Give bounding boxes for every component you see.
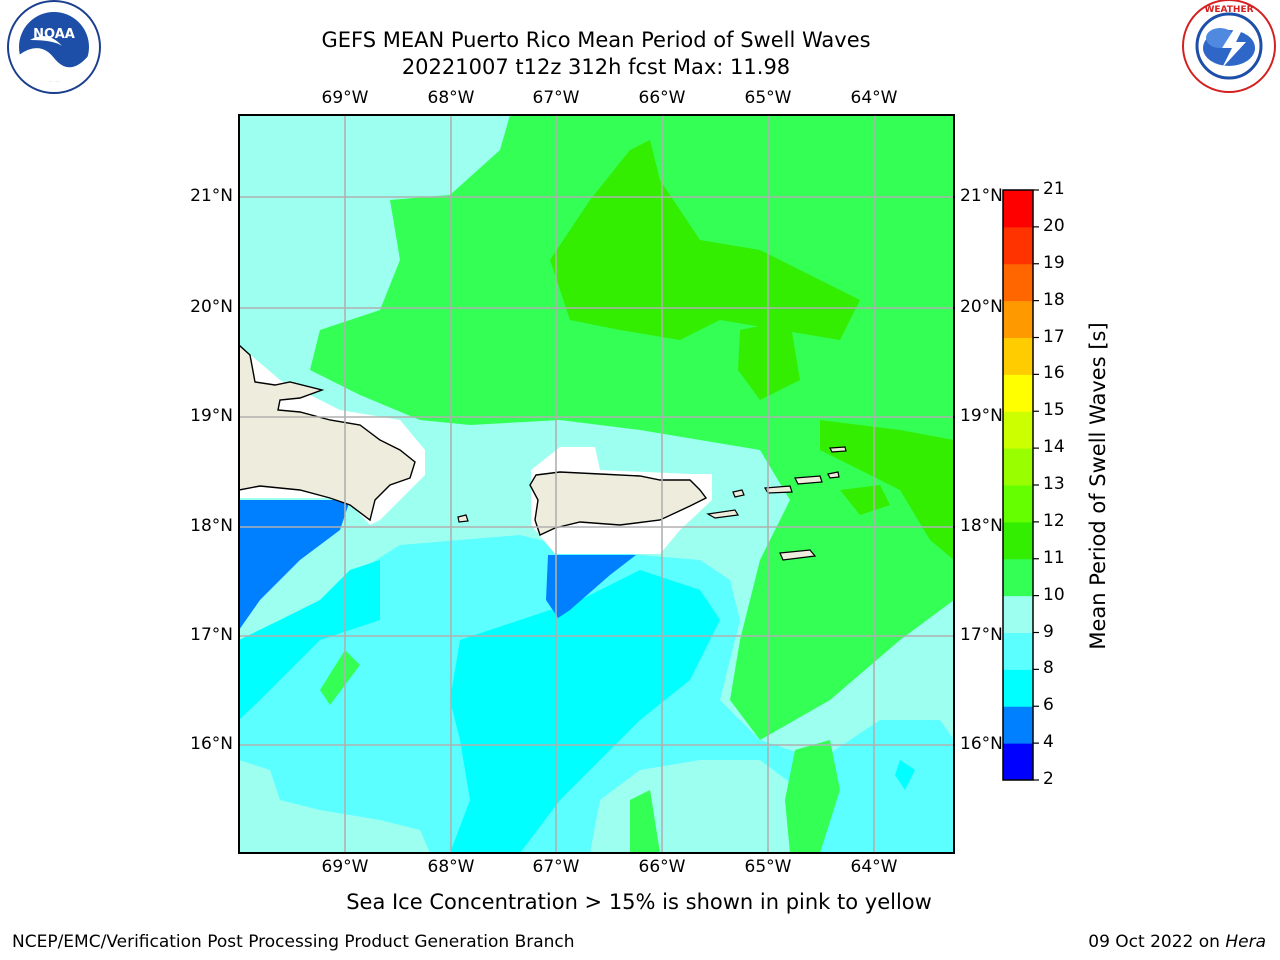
- colorbar-segment: [1003, 558, 1033, 597]
- colorbar-tick-label: 11: [1043, 547, 1065, 568]
- colorbar-tick-label: 16: [1043, 363, 1065, 384]
- colorbar-tick-label: 17: [1043, 326, 1065, 347]
- colorbar-segment: [1003, 411, 1033, 449]
- colorbar-segment: [1003, 190, 1033, 228]
- colorbar-segment: [1003, 374, 1033, 412]
- lat-label-left: 19°N: [190, 406, 233, 426]
- colorbar: [1002, 189, 1039, 781]
- colorbar-segment: [1003, 300, 1033, 338]
- chart-title: GEFS MEAN Puerto Rico Mean Period of Swe…: [321, 28, 871, 52]
- lat-label-right: 17°N: [960, 625, 1003, 645]
- colorbar-tick-label: 21: [1043, 179, 1065, 199]
- colorbar-tick-label: 10: [1043, 584, 1065, 605]
- lat-label-right: 20°N: [960, 297, 1003, 317]
- colorbar-tick-label: 2: [1043, 769, 1054, 789]
- colorbar-segment: [1003, 521, 1033, 560]
- colorbar-segment: [1003, 263, 1033, 302]
- colorbar-segment: [1003, 669, 1033, 707]
- colorbar-segment: [1003, 632, 1033, 670]
- lat-label-left: 20°N: [190, 297, 233, 317]
- lon-label-bottom: 65°W: [744, 857, 792, 877]
- lon-label-top: 68°W: [427, 88, 475, 108]
- lat-label-left: 21°N: [190, 186, 233, 206]
- lon-label-bottom: 68°W: [427, 857, 475, 877]
- lon-label-bottom: 69°W: [321, 857, 369, 877]
- lat-label-right: 19°N: [960, 406, 1003, 426]
- lon-label-top: 69°W: [321, 88, 369, 108]
- colorbar-title: Mean Period of Swell Waves [s]: [1086, 322, 1110, 650]
- colorbar-segment: [1003, 706, 1033, 744]
- lat-label-right: 21°N: [960, 186, 1003, 206]
- lon-label-top: 67°W: [532, 88, 580, 108]
- colorbar-tick-label: 20: [1043, 215, 1065, 236]
- lat-label-left: 16°N: [190, 734, 233, 754]
- footer-branch: NCEP/EMC/Verification Post Processing Pr…: [12, 932, 575, 952]
- lon-label-bottom: 67°W: [532, 857, 580, 877]
- colorbar-segment: [1003, 595, 1033, 633]
- lat-label-left: 17°N: [190, 625, 233, 645]
- graticule: [239, 115, 954, 853]
- footer-machine: Hera: [1225, 932, 1266, 952]
- colorbar-segment: [1003, 226, 1033, 265]
- colorbar-segment: [1003, 743, 1033, 781]
- lat-label-right: 18°N: [960, 516, 1003, 536]
- colorbar-tick-label: 19: [1043, 252, 1065, 273]
- colorbar-tick-label: 15: [1043, 400, 1065, 421]
- colorbar-segment: [1003, 485, 1033, 523]
- chart-subtitle: 20221007 t12z 312h fcst Max: 11.98: [401, 55, 791, 79]
- lon-label-top: 66°W: [638, 88, 686, 108]
- swell-period-field: [239, 115, 954, 853]
- lat-label-right: 16°N: [960, 734, 1003, 754]
- colorbar-tick-label: 8: [1043, 658, 1054, 679]
- colorbar-tick-label: 13: [1043, 474, 1065, 494]
- lon-label-bottom: 64°W: [850, 857, 898, 877]
- colorbar-tick-label: 14: [1043, 437, 1065, 458]
- caption: Sea Ice Concentration > 15% is shown in …: [346, 890, 932, 914]
- colorbar-segment: [1003, 337, 1033, 375]
- footer-date: 09 Oct 2022 on Hera: [1088, 932, 1266, 952]
- lon-label-bottom: 66°W: [638, 857, 686, 877]
- map-frame: [238, 114, 955, 854]
- colorbar-segment: [1003, 448, 1033, 486]
- lon-label-top: 64°W: [850, 88, 898, 108]
- lat-label-left: 18°N: [190, 516, 233, 536]
- lon-label-top: 65°W: [744, 88, 792, 108]
- colorbar-tick-label: 6: [1043, 695, 1054, 716]
- colorbar-tick-label: 9: [1043, 621, 1054, 642]
- colorbar-tick-label: 4: [1043, 732, 1054, 753]
- footer-date-text: 09 Oct 2022 on: [1088, 932, 1220, 952]
- colorbar-tick-label: 18: [1043, 289, 1065, 310]
- colorbar-tick-label: 12: [1043, 510, 1065, 531]
